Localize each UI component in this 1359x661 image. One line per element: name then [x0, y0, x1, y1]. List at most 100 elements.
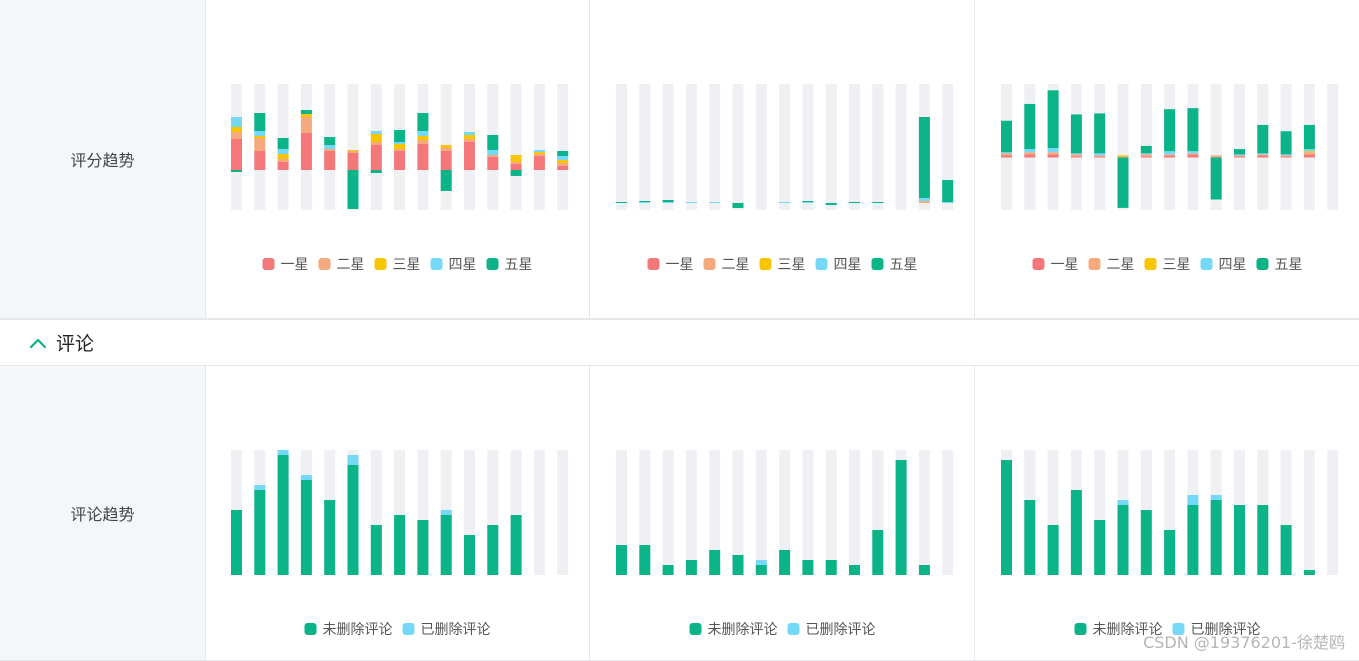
bar-segment-2 — [510, 162, 522, 164]
chevron-up-icon[interactable] — [28, 333, 48, 353]
ratings-trend-row: 评分趋势 一星 二星 三星 四星 五星 一星 二星 三星 四星 五星 一星 二星 三星 四星 五星 — [0, 0, 1359, 319]
bar-segment-1 — [825, 560, 837, 575]
bar-segment-2 — [1303, 152, 1315, 155]
comments-chart-1: 未删除评论 已删除评论 — [231, 450, 569, 638]
bar-background — [1117, 84, 1129, 210]
bar-segment-3 — [347, 150, 359, 151]
comments-section-title: 评论 — [56, 333, 95, 355]
bar-segment-1 — [277, 455, 289, 575]
bar-segment-5 — [872, 202, 884, 203]
bar-background — [942, 84, 954, 210]
bar-segment-1 — [1234, 156, 1245, 158]
bar-segment-4 — [324, 145, 336, 149]
legend-swatch — [430, 258, 443, 270]
comments-chart-3: 未删除评论 已删除评论 — [1001, 450, 1339, 638]
bar-segment-2 — [347, 151, 359, 153]
comments-chart-cell-3: 未删除评论 已删除评论 — [975, 366, 1359, 661]
bar-segment-5 — [1164, 109, 1176, 152]
comments-trend-row: 评论趋势 未删除评论 已删除评论 未删除评论 已删除评论 未删除评论 已删除评论 — [0, 366, 1359, 661]
bar-segment-2 — [1187, 153, 1199, 155]
bar-background — [510, 84, 522, 210]
bar-segment-5 — [825, 203, 837, 205]
bar-background — [1234, 84, 1245, 210]
bar-segment-3 — [533, 152, 545, 154]
bar-segment-1 — [1024, 500, 1036, 575]
bar-segment-1 — [231, 510, 242, 575]
bar-segment-1 — [685, 560, 697, 575]
bar-segment-2 — [755, 560, 767, 565]
legend-swatch — [815, 258, 828, 270]
bar-segment-2 — [1047, 152, 1059, 155]
legend-swatch — [1172, 623, 1185, 635]
bar-segment-1 — [709, 550, 721, 575]
bar-segment-1 — [732, 555, 744, 575]
ratings-chart-cell-1: 一星 二星 三星 四星 五星 — [205, 0, 590, 319]
bar-background — [347, 84, 359, 210]
legend-label: 三星 — [1163, 257, 1191, 273]
bar-segment-5 — [370, 170, 382, 173]
legend-label: 五星 — [1275, 257, 1303, 273]
bar-segment-1 — [464, 142, 475, 170]
legend-label: 未删除评论 — [708, 622, 778, 638]
bar-segment-4 — [557, 156, 569, 160]
bar-segment-2 — [1257, 154, 1269, 156]
bar-segment-1 — [277, 162, 289, 170]
bar-segment-4 — [1187, 151, 1199, 154]
bar-background — [487, 450, 499, 575]
bar-background — [1327, 84, 1339, 210]
bar-segment-1 — [1303, 154, 1315, 158]
legend-swatch — [1074, 623, 1087, 635]
bar-background — [417, 450, 429, 575]
bar-background — [685, 84, 697, 210]
bar-segment-2 — [347, 455, 359, 465]
bar-background — [755, 84, 767, 210]
bar-background — [533, 450, 545, 575]
csdn-watermark: CSDN @19376201-徐楚鸥 — [1143, 633, 1345, 652]
legend-label: 四星 — [1219, 257, 1247, 273]
bar-background — [639, 450, 651, 575]
bar-segment-1 — [1047, 154, 1059, 158]
bar-background — [1280, 450, 1292, 575]
bar-segment-3 — [417, 136, 429, 140]
legend-swatch — [374, 258, 387, 270]
bar-segment-4 — [417, 131, 429, 136]
legend-label: 一星 — [281, 257, 309, 273]
bar-segment-5 — [1047, 90, 1059, 149]
bar-segment-2 — [370, 142, 382, 145]
bar-background — [464, 450, 475, 575]
bar-segment-3 — [394, 144, 406, 149]
legend-label: 未删除评论 — [323, 622, 393, 638]
ratings-chart-cell-3: 一星 二星 三星 四星 五星 — [975, 0, 1359, 319]
bar-segment-2 — [1001, 153, 1012, 156]
legend-swatch — [1256, 258, 1269, 270]
bar-segment-1 — [1001, 155, 1012, 158]
bar-segment-5 — [394, 130, 406, 142]
bar-segment-1 — [662, 565, 674, 575]
bar-segment-1 — [394, 151, 406, 170]
bar-segment-1 — [487, 157, 499, 170]
bar-segment-5 — [1303, 124, 1315, 150]
bar-background — [709, 450, 721, 575]
comments-trend-label: 评论趋势 — [0, 366, 206, 661]
comments-section-header[interactable]: 评论 — [0, 319, 1359, 366]
legend-swatch — [871, 258, 884, 270]
bar-background — [779, 450, 791, 575]
bar-segment-2 — [1024, 152, 1036, 155]
bar-background — [662, 450, 674, 575]
bar-segment-4 — [277, 149, 289, 154]
bar-segment-3 — [440, 145, 452, 148]
bar-background — [662, 84, 674, 210]
bar-segment-3 — [1117, 155, 1129, 157]
bar-segment-1 — [1140, 156, 1152, 158]
bar-segment-1 — [1070, 490, 1082, 575]
bar-background — [394, 450, 406, 575]
bar-segment-1 — [231, 139, 242, 170]
bar-segment-1 — [1257, 505, 1269, 575]
bar-segment-1 — [1234, 505, 1245, 575]
bar-segment-2 — [254, 138, 266, 151]
legend-label: 三星 — [778, 257, 806, 273]
comments-chart-cell-2: 未删除评论 已删除评论 — [590, 366, 975, 661]
legend-label: 已删除评论 — [421, 622, 491, 638]
legend-swatch — [1032, 258, 1045, 270]
bar-segment-1 — [300, 480, 312, 575]
